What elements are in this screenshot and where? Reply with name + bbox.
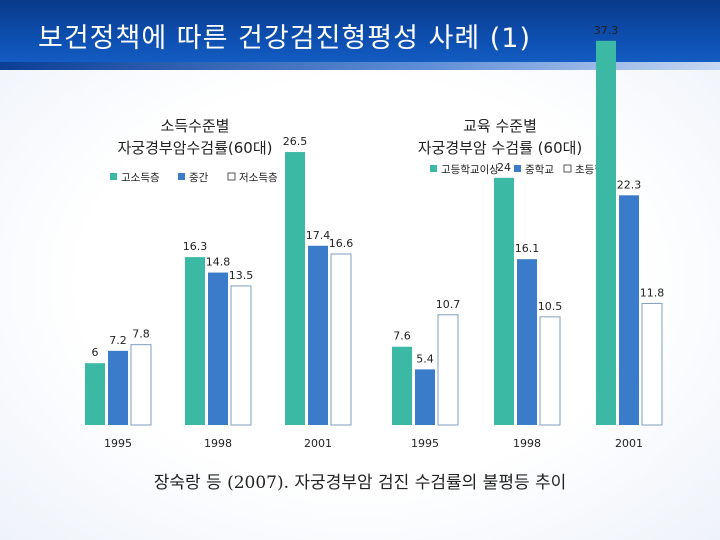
chart1-legend-label-2: 중간 (189, 172, 209, 184)
chart1-category-label-1995: 1995 (104, 437, 132, 450)
chart2-value-label-1995-series-1: 7.6 (393, 330, 411, 343)
slide-caption: 장숙랑 등 (2007). 자궁경부암 검진 수검률의 불평등 추이 (153, 473, 567, 493)
chart1-value-label-2001-series-3: 16.6 (329, 237, 354, 250)
chart1-bar-1995-series-2 (108, 350, 128, 425)
chart2-value-label-2001-series-2: 22.3 (617, 178, 642, 191)
chart2-value-label-1995-series-2: 5.4 (416, 352, 434, 365)
chart2-value-label-1998-series-2: 16.1 (515, 242, 540, 255)
chart2-category-label-1995: 1995 (411, 437, 439, 450)
chart2-value-label-2001-series-1: 37.3 (594, 24, 619, 37)
chart2-bar-1998-series-3 (539, 316, 561, 426)
chart1-value-label-1995-series-1: 6 (92, 346, 99, 359)
chart1-legend-label-3: 저소득층 (239, 172, 278, 184)
chart1-value-label-2001-series-1: 26.5 (283, 135, 308, 148)
chart2-category-label-2001: 2001 (615, 437, 643, 450)
chart2-bar-1998-series-2 (517, 259, 537, 425)
chart1-legend-swatch-2 (178, 173, 185, 180)
chart2-bar-2001-series-1 (596, 40, 616, 426)
chart1-value-label-1998-series-2: 14.8 (206, 256, 231, 269)
chart1-bar-1998-series-2 (208, 272, 228, 425)
chart1-bar-1998-series-1 (185, 257, 205, 425)
chart2-legend-label-2: 중학교 (525, 164, 554, 176)
chart1-bar-1995-series-1 (85, 363, 105, 425)
chart2-value-label-1998-series-1: 24 (497, 161, 511, 174)
chart2-bar-2001-series-2 (619, 195, 639, 425)
chart2-legend-swatch-2 (514, 165, 521, 172)
chart1-legend-label-1: 고소득층 (121, 172, 160, 184)
chart2-value-label-1995-series-3: 10.7 (436, 298, 461, 311)
chart2-title-line-1: 교육 수준별 (463, 117, 537, 135)
chart2-value-label-1998-series-3: 10.5 (538, 300, 563, 313)
chart2-title-line-2: 자궁경부암 수검률 (60대) (418, 139, 583, 157)
chart1-value-label-1995-series-2: 7.2 (109, 334, 127, 347)
chart1-value-label-2001-series-2: 17.4 (306, 229, 331, 242)
chart2-category-label-1998: 1998 (513, 437, 541, 450)
chart1-value-label-1998-series-1: 16.3 (183, 240, 208, 253)
chart1-bar-2001-series-2 (308, 245, 328, 425)
chart1-legend-swatch-1 (110, 173, 117, 180)
chart1-value-label-1995-series-3: 7.8 (132, 328, 150, 341)
chart2-bar-2001-series-3 (641, 302, 663, 426)
chart1-bar-2001-series-3 (330, 253, 352, 426)
chart1-title-line-1: 소득수준별 (160, 117, 229, 135)
chart1-bar-1998-series-3 (230, 285, 252, 426)
chart2-bar-1995-series-1 (392, 346, 412, 425)
chart1-bar-2001-series-1 (285, 152, 305, 426)
chart1-title-line-2: 자궁경부암수검률(60대) (118, 139, 273, 157)
chart1-category-label-2001: 2001 (304, 437, 332, 450)
chart2-legend-swatch-1 (430, 165, 437, 172)
chart1-legend-swatch-3 (227, 172, 236, 181)
chart1-bar-1995-series-3 (130, 344, 152, 426)
chart2-bar-1998-series-1 (494, 177, 514, 425)
chart1-value-label-1998-series-3: 13.5 (229, 269, 254, 282)
chart2-bar-1995-series-2 (415, 369, 435, 425)
chart1-category-label-1998: 1998 (204, 437, 232, 450)
chart2-legend-label-1: 고등학교이상 (441, 164, 499, 176)
chart2-bar-1995-series-3 (437, 314, 459, 426)
slide-title: 보건정책에 따른 건강검진형평성 사례 (1) (38, 23, 532, 54)
chart2-legend-swatch-3 (563, 164, 572, 173)
chart2-value-label-2001-series-3: 11.8 (640, 286, 665, 299)
